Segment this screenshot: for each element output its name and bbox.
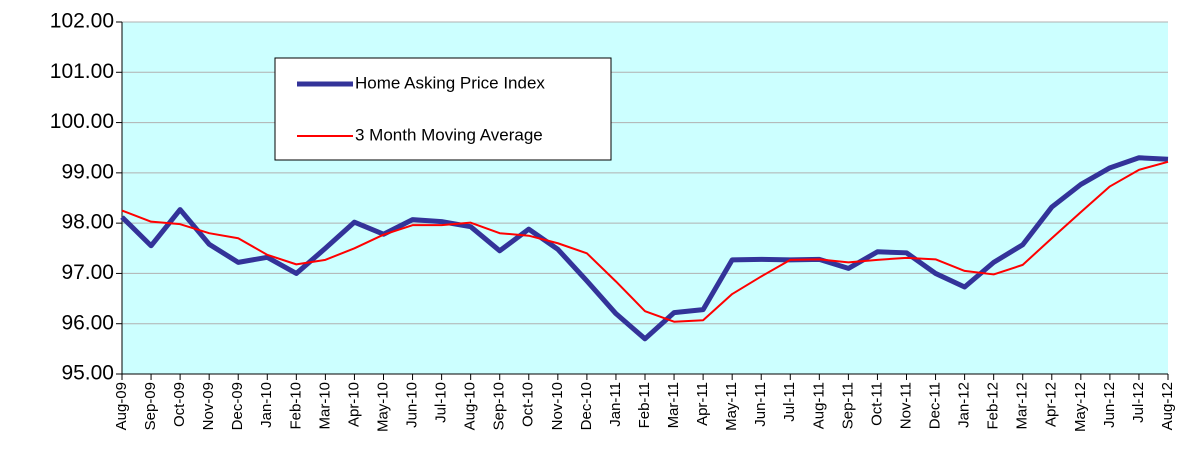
x-tick-label: Nov-10 xyxy=(549,382,566,430)
x-tick-label: Dec-11 xyxy=(927,382,944,429)
x-tick-label: Apr-12 xyxy=(1043,382,1060,427)
x-tick-label: Feb-11 xyxy=(636,382,653,428)
y-tick-label: 96.00 xyxy=(61,311,114,334)
y-tick-label: 100.00 xyxy=(50,110,114,133)
legend-box xyxy=(274,57,612,161)
x-tick-label: Nov-11 xyxy=(897,382,914,429)
x-tick-label: Apr-11 xyxy=(694,382,711,426)
x-tick-label: Jun-11 xyxy=(752,382,769,427)
y-tick-label: 101.00 xyxy=(50,60,114,83)
x-tick-label: Jun-10 xyxy=(404,382,421,428)
x-tick-label: Mar-11 xyxy=(665,382,682,428)
series-line xyxy=(120,155,1169,342)
x-tick-label: Aug-09 xyxy=(113,382,130,430)
y-tick-label: 99.00 xyxy=(61,160,114,183)
x-tick-label: Oct-09 xyxy=(171,382,188,427)
x-tick-label: May-12 xyxy=(1072,382,1089,432)
x-tick-label: Oct-11 xyxy=(868,382,885,426)
x-tick-label: Jul-12 xyxy=(1130,382,1147,423)
x-tick-label: Oct-10 xyxy=(520,382,537,427)
legend-label: Home Asking Price Index xyxy=(355,73,545,92)
x-tick-label: Jan-12 xyxy=(956,382,973,428)
x-tick-label: Jul-11 xyxy=(781,382,798,422)
x-tick-label: Jan-10 xyxy=(258,382,275,428)
y-tick-label: 95.00 xyxy=(61,362,114,385)
y-tick-label: 98.00 xyxy=(61,211,114,234)
x-tick-label: Sep-11 xyxy=(839,382,856,429)
x-tick-label: Mar-10 xyxy=(316,382,333,430)
x-tick-label: Sep-10 xyxy=(491,382,508,430)
x-tick-label: Aug-11 xyxy=(810,382,827,429)
x-tick-label: Mar-12 xyxy=(1014,382,1031,430)
x-tick-label: Feb-10 xyxy=(287,382,304,430)
x-tick-label: Apr-10 xyxy=(345,382,362,427)
x-tick-label: May-10 xyxy=(374,382,391,432)
x-tick-label: Jul-10 xyxy=(433,382,450,423)
x-tick-label: Feb-12 xyxy=(985,382,1002,430)
legend-label: 3 Month Moving Average xyxy=(355,125,543,144)
x-tick-label: Jan-11 xyxy=(607,382,624,427)
x-tick-label: Aug-12 xyxy=(1159,382,1176,430)
x-tick-label: May-11 xyxy=(723,382,740,431)
x-tick-label: Nov-09 xyxy=(200,382,217,430)
y-tick-label: 97.00 xyxy=(61,261,114,284)
x-tick-label: Dec-10 xyxy=(578,382,595,430)
x-tick-label: Dec-09 xyxy=(229,382,246,430)
x-tick-label: Aug-10 xyxy=(462,382,479,430)
x-tick-label: Jun-12 xyxy=(1101,382,1118,428)
x-tick-label: Sep-09 xyxy=(142,382,159,430)
series-line xyxy=(121,160,1169,323)
y-tick-label: 102.00 xyxy=(50,10,114,33)
